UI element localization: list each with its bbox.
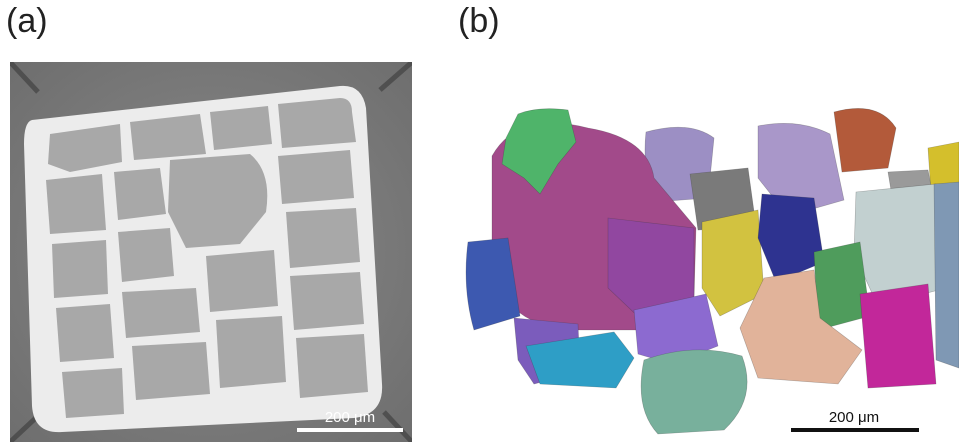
grain-cluster	[466, 108, 959, 434]
scale-bar-label-b: 200 μm	[829, 409, 879, 426]
grain-3d-rendering: 200 μm	[458, 98, 959, 442]
scale-bar-b	[791, 428, 919, 432]
xray-slice-image: 200 μm	[10, 62, 412, 442]
scale-bar-a	[297, 428, 403, 432]
panel-b-label: (b)	[458, 2, 500, 41]
scale-bar-label-a: 200 μm	[325, 409, 375, 426]
panel-a-label: (a)	[6, 2, 48, 41]
